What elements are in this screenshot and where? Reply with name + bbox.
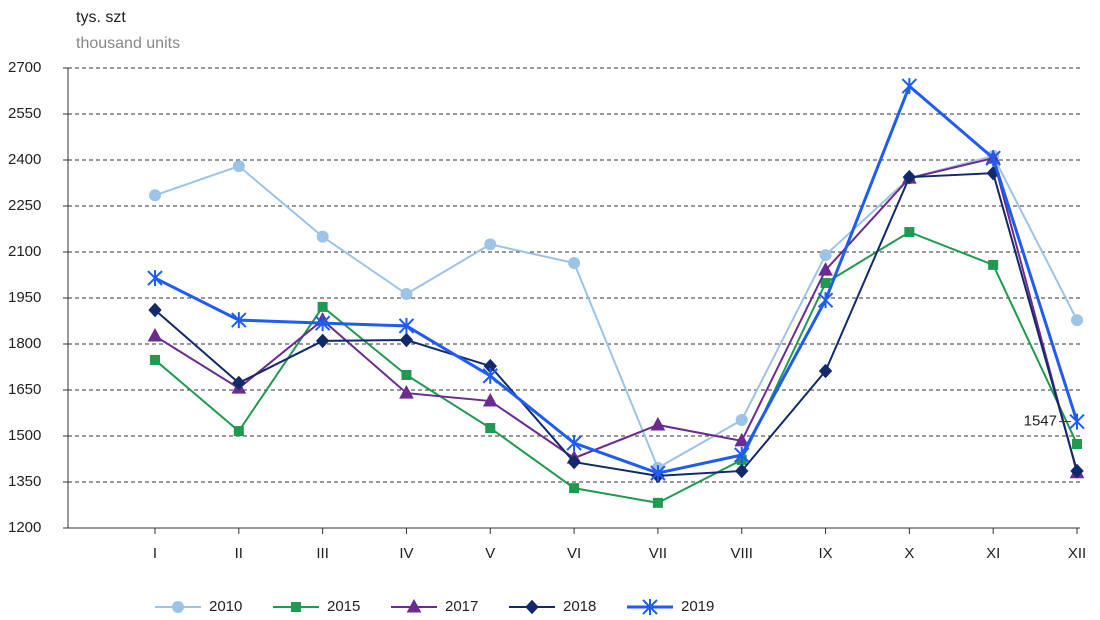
y-tick-label: 2250 bbox=[8, 197, 41, 214]
marker bbox=[566, 435, 582, 452]
marker bbox=[172, 601, 184, 613]
marker bbox=[901, 78, 918, 95]
y-tick-label: 1350 bbox=[8, 473, 41, 490]
y-tick-label: 2100 bbox=[8, 243, 41, 260]
marker bbox=[485, 423, 496, 434]
marker bbox=[1069, 413, 1085, 430]
marker bbox=[482, 392, 498, 407]
marker bbox=[735, 463, 749, 479]
marker bbox=[149, 189, 161, 202]
y-tick-label: 2700 bbox=[8, 59, 41, 76]
marker bbox=[231, 312, 247, 329]
marker bbox=[820, 277, 831, 288]
marker bbox=[817, 292, 834, 309]
legend-label: 2010 bbox=[209, 598, 242, 615]
x-tick-label: XII bbox=[1068, 545, 1086, 562]
x-tick-label: X bbox=[904, 545, 914, 562]
marker bbox=[568, 257, 581, 270]
marker bbox=[734, 432, 750, 447]
y-tick-label: 2550 bbox=[8, 105, 41, 122]
x-tick-label: VI bbox=[567, 545, 581, 562]
marker bbox=[569, 483, 580, 494]
y-axis-title: tys. szt bbox=[76, 9, 126, 26]
data-label: 1547 bbox=[1024, 413, 1057, 430]
marker bbox=[233, 426, 244, 437]
marker bbox=[567, 454, 581, 470]
y-tick-label: 1950 bbox=[8, 289, 41, 306]
marker bbox=[819, 249, 832, 262]
marker bbox=[314, 315, 331, 332]
marker bbox=[1070, 463, 1084, 479]
legend-label: 2015 bbox=[327, 598, 360, 615]
marker bbox=[315, 333, 330, 349]
series-line bbox=[154, 230, 1078, 504]
marker bbox=[232, 160, 245, 173]
legend-label: 2018 bbox=[563, 598, 596, 615]
x-tick-label: IX bbox=[818, 545, 832, 562]
x-tick-label: III bbox=[316, 545, 329, 562]
marker bbox=[650, 465, 666, 482]
marker bbox=[291, 602, 301, 612]
marker bbox=[818, 262, 833, 276]
marker bbox=[985, 150, 1001, 167]
series-line bbox=[154, 83, 1079, 475]
marker bbox=[1072, 438, 1082, 449]
marker bbox=[147, 327, 163, 342]
marker bbox=[904, 227, 915, 238]
y-tick-label: 1800 bbox=[8, 335, 41, 352]
marker bbox=[484, 238, 497, 251]
y-tick-label: 1500 bbox=[8, 427, 41, 444]
marker bbox=[988, 259, 999, 270]
legend-label: 2019 bbox=[681, 598, 714, 615]
marker bbox=[818, 363, 833, 379]
x-tick-label: V bbox=[485, 545, 495, 562]
series-line bbox=[154, 154, 1078, 470]
marker bbox=[406, 598, 422, 613]
marker bbox=[316, 230, 329, 243]
marker bbox=[401, 369, 412, 380]
y-tick-label: 1650 bbox=[8, 381, 41, 398]
series-line bbox=[154, 172, 1078, 477]
y-tick-label: 2400 bbox=[8, 151, 41, 168]
x-tick-label: I bbox=[153, 545, 157, 562]
marker bbox=[400, 288, 413, 301]
marker bbox=[735, 414, 748, 427]
marker bbox=[147, 270, 163, 287]
marker bbox=[902, 169, 917, 185]
marker bbox=[232, 375, 246, 391]
x-tick-label: IV bbox=[399, 545, 413, 562]
y-tick-label: 1200 bbox=[8, 519, 41, 536]
marker bbox=[1071, 314, 1083, 327]
marker bbox=[652, 497, 663, 508]
marker bbox=[398, 317, 415, 334]
marker bbox=[650, 416, 666, 431]
marker bbox=[734, 447, 750, 464]
marker bbox=[148, 302, 162, 318]
y-axis-subtitle: thousand units bbox=[76, 35, 180, 52]
marker bbox=[399, 332, 414, 348]
marker bbox=[482, 367, 498, 384]
marker bbox=[642, 599, 658, 615]
series-line bbox=[154, 156, 1078, 474]
marker bbox=[150, 354, 160, 365]
x-tick-label: XI bbox=[986, 545, 1000, 562]
marker bbox=[317, 301, 328, 312]
marker bbox=[525, 599, 539, 615]
marker bbox=[399, 385, 414, 399]
legend-label: 2017 bbox=[445, 598, 478, 615]
x-tick-label: VII bbox=[649, 545, 667, 562]
x-tick-label: II bbox=[235, 545, 243, 562]
x-tick-label: VIII bbox=[730, 545, 753, 562]
